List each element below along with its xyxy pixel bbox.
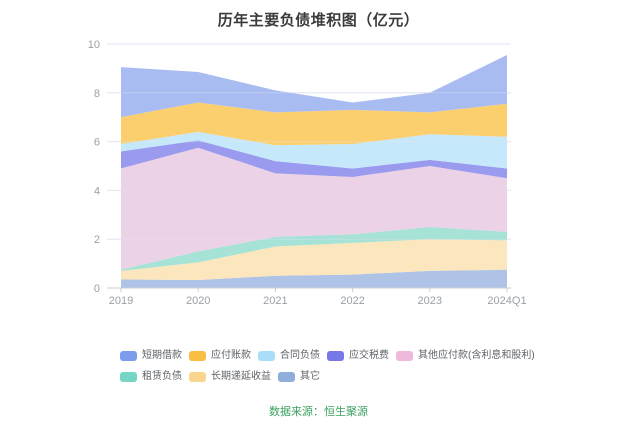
area-series-合同负债 bbox=[121, 131, 507, 169]
data-source: 数据来源：恒生聚源 bbox=[269, 406, 368, 418]
legend-item-2[interactable]: 应付账款 bbox=[189, 350, 251, 362]
y-axis-label: 4 bbox=[94, 185, 100, 197]
legend-swatch bbox=[278, 372, 295, 382]
legend-item-5[interactable]: 其他应付款(含利息和股利) bbox=[396, 350, 535, 362]
legend-label: 长期递延收益 bbox=[211, 371, 271, 382]
x-axis-label: 2021 bbox=[263, 295, 287, 307]
y-axis-label: 10 bbox=[88, 39, 100, 51]
legend-swatch bbox=[327, 351, 344, 361]
legend-swatch bbox=[120, 372, 137, 382]
x-axis-label: 2019 bbox=[109, 295, 133, 307]
legend-label: 其它 bbox=[300, 371, 320, 382]
legend-swatch bbox=[396, 351, 413, 361]
area-series-应交税费 bbox=[121, 140, 507, 179]
y-axis-label: 6 bbox=[94, 137, 100, 149]
x-axis-label: 2023 bbox=[418, 295, 442, 307]
stacked-area-plot: 0 2 4 6 8 10 2019 2020 2021 2022 2023 2024Q1 bbox=[88, 39, 527, 307]
legend-item-6[interactable]: 租赁负债 bbox=[120, 371, 182, 383]
x-axis-label: 2024Q1 bbox=[487, 295, 526, 307]
y-axis-label: 2 bbox=[94, 234, 100, 246]
area-series-应付账款 bbox=[121, 102, 507, 146]
x-axis-label: 2022 bbox=[340, 295, 364, 307]
y-axis-label: 0 bbox=[94, 283, 100, 295]
legend-label: 应交税费 bbox=[349, 350, 389, 361]
area-series-其他应付款(含利息和股利) bbox=[121, 147, 507, 270]
legend-swatch bbox=[189, 351, 206, 361]
legend-item-4[interactable]: 应交税费 bbox=[327, 350, 389, 362]
legend-swatch bbox=[189, 372, 206, 382]
legend-item-1[interactable]: 短期借款 bbox=[120, 350, 182, 362]
legend-label: 合同负债 bbox=[280, 350, 320, 361]
area-series-短期借款 bbox=[121, 54, 507, 118]
legend-label: 应付账款 bbox=[211, 350, 251, 361]
legend: 短期借款 应付账款 合同负债 应交税费 其他应付款(含利息和股利) 租赁负债 长期递延收益 其… bbox=[120, 350, 576, 392]
legend-label: 短期借款 bbox=[142, 350, 182, 361]
area-series-长期递延收益 bbox=[121, 239, 507, 280]
legend-swatch bbox=[258, 351, 275, 361]
x-axis-label: 2020 bbox=[186, 295, 210, 307]
chart-title: 历年主要负债堆积图（亿元） bbox=[217, 12, 420, 29]
legend-label: 租赁负债 bbox=[142, 371, 182, 382]
legend-swatch bbox=[120, 351, 137, 361]
area-series-其它 bbox=[121, 269, 507, 288]
legend-item-7[interactable]: 长期递延收益 bbox=[189, 371, 271, 383]
area-series-租赁负债 bbox=[121, 227, 507, 271]
legend-label: 其他应付款(含利息和股利) bbox=[418, 350, 535, 361]
legend-item-3[interactable]: 合同负债 bbox=[258, 350, 320, 362]
y-axis-label: 8 bbox=[94, 88, 100, 100]
legend-item-8[interactable]: 其它 bbox=[278, 371, 320, 383]
